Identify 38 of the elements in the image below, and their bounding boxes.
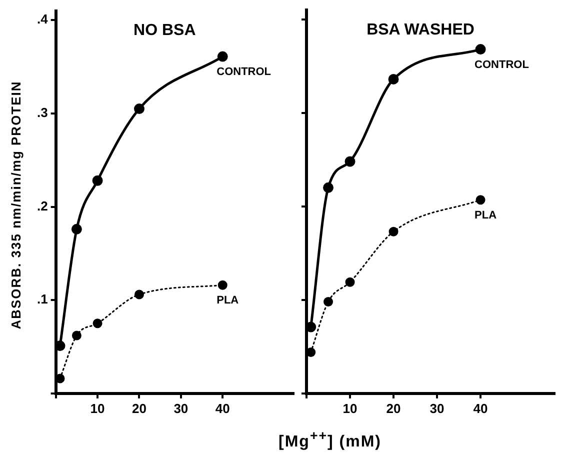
text: NO BSA <box>134 22 196 40</box>
y-tick-label: .3 <box>37 105 48 120</box>
x-tick-label: 30 <box>174 400 188 416</box>
point <box>476 195 486 205</box>
series-label: CONTROL <box>216 66 272 78</box>
point <box>72 330 82 340</box>
point <box>218 280 228 290</box>
point <box>475 44 486 55</box>
point <box>71 224 82 234</box>
y-tick-label: .4 <box>37 12 49 27</box>
point <box>388 226 398 236</box>
x-tick-label: 20 <box>386 400 401 416</box>
y-tick-label: .1 <box>37 292 48 307</box>
point <box>92 318 102 328</box>
point <box>306 348 316 358</box>
point <box>345 277 355 287</box>
point <box>388 74 399 84</box>
series-label: PLA <box>474 209 497 222</box>
point <box>344 156 356 167</box>
point <box>134 290 144 300</box>
x-tick-label: 30 <box>430 400 444 416</box>
y-axis-title: ABSORB. 335 nm/min/mg PROTEIN <box>8 80 24 330</box>
text: BSA WASHED <box>366 21 474 38</box>
x-tick-label: 10 <box>90 400 105 416</box>
x-tick-label: 40 <box>473 400 488 416</box>
x-axis-title: [Mg$^{++}$] (mM) <box>278 428 382 452</box>
point <box>217 51 228 62</box>
x-tick-label: 20 <box>132 400 146 416</box>
point <box>92 175 103 186</box>
x-tick-label: 40 <box>215 400 230 416</box>
y-tick-label: .2 <box>37 198 48 214</box>
point <box>134 104 144 114</box>
point <box>306 322 316 332</box>
x-tick-label: 10 <box>342 400 358 416</box>
point <box>324 297 334 307</box>
series-label: PLA <box>216 294 239 307</box>
series-label: CONTROL <box>474 58 530 71</box>
point <box>323 182 334 193</box>
